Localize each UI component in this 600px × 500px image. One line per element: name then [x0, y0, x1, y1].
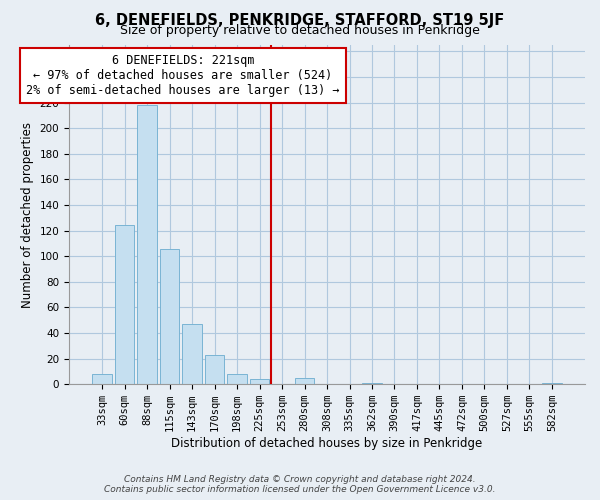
Bar [362, 383, 382, 384]
Y-axis label: Number of detached properties: Number of detached properties [21, 122, 34, 308]
Text: Size of property relative to detached houses in Penkridge: Size of property relative to detached ho… [120, 24, 480, 37]
Text: 6 DENEFIELDS: 221sqm
← 97% of detached houses are smaller (524)
2% of semi-detac: 6 DENEFIELDS: 221sqm ← 97% of detached h… [26, 54, 340, 97]
Bar [182, 324, 202, 384]
Bar [137, 105, 157, 384]
Bar [542, 383, 562, 384]
Bar [227, 374, 247, 384]
Bar [205, 355, 224, 384]
Text: Contains HM Land Registry data © Crown copyright and database right 2024.
Contai: Contains HM Land Registry data © Crown c… [104, 474, 496, 494]
Bar [160, 248, 179, 384]
Bar [295, 378, 314, 384]
X-axis label: Distribution of detached houses by size in Penkridge: Distribution of detached houses by size … [172, 437, 482, 450]
Bar [115, 226, 134, 384]
Text: 6, DENEFIELDS, PENKRIDGE, STAFFORD, ST19 5JF: 6, DENEFIELDS, PENKRIDGE, STAFFORD, ST19… [95, 12, 505, 28]
Bar [92, 374, 112, 384]
Bar [250, 379, 269, 384]
